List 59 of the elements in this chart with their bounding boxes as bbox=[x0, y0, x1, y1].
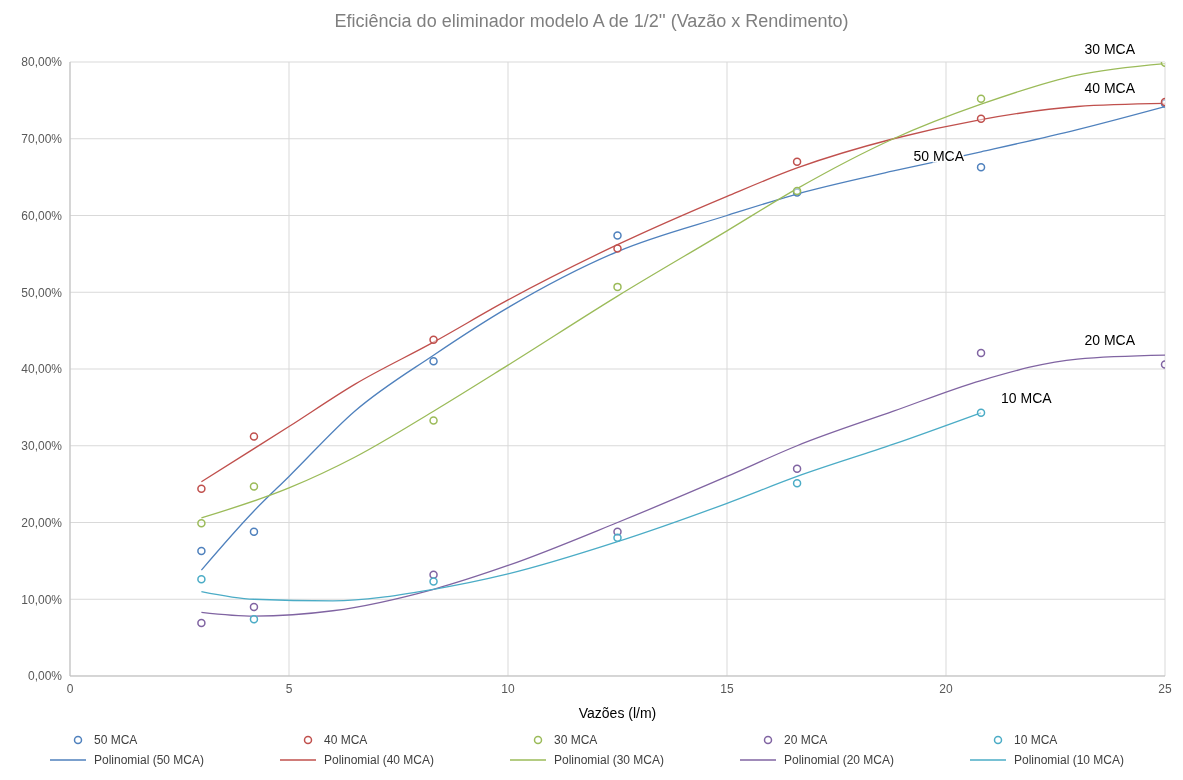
point bbox=[249, 482, 259, 491]
legend-label: Polinomial (20 MCA) bbox=[784, 753, 895, 767]
point bbox=[976, 114, 986, 124]
legend-label: Polinomial (30 MCA) bbox=[554, 753, 665, 767]
x-axis-title: Vazões (l/m) bbox=[578, 705, 657, 721]
point bbox=[249, 602, 259, 612]
point bbox=[197, 519, 206, 528]
legend-label: 30 MCA bbox=[554, 733, 598, 747]
y-tick-label: 10,00% bbox=[21, 592, 63, 607]
point bbox=[976, 94, 986, 104]
y-tick-label: 30,00% bbox=[21, 439, 63, 454]
point bbox=[197, 575, 206, 584]
x-tick-label: 0 bbox=[66, 681, 74, 696]
annotation: 10 MCA bbox=[1001, 389, 1053, 406]
point bbox=[613, 231, 622, 240]
x-tick-label: 15 bbox=[720, 681, 734, 696]
y-tick-label: 70,00% bbox=[21, 132, 63, 147]
point bbox=[197, 484, 206, 493]
point bbox=[429, 335, 438, 345]
point bbox=[976, 408, 986, 417]
point bbox=[249, 527, 259, 536]
point bbox=[429, 416, 438, 425]
legend-label: 10 MCA bbox=[1014, 733, 1058, 747]
legend-label: 40 MCA bbox=[324, 733, 368, 747]
y-tick-label: 60,00% bbox=[21, 208, 63, 223]
x-tick-label: 20 bbox=[939, 681, 953, 696]
chart-title: Eficiência do eliminador modelo A de 1/2'' (Vazão x Rendimento) bbox=[333, 10, 850, 33]
point bbox=[613, 282, 622, 292]
legend-label: Polinomial (10 MCA) bbox=[1014, 753, 1125, 767]
point bbox=[976, 348, 986, 358]
point bbox=[249, 432, 259, 441]
legend-label: Polinomial (50 MCA) bbox=[94, 753, 205, 767]
legend-label: 50 MCA bbox=[94, 733, 138, 747]
legend-label: 20 MCA bbox=[784, 733, 828, 747]
point bbox=[792, 464, 802, 474]
y-tick-label: 20,00% bbox=[21, 515, 63, 530]
legend-label: Polinomial (40 MCA) bbox=[324, 753, 435, 767]
point bbox=[792, 157, 802, 167]
point bbox=[429, 357, 438, 366]
y-tick-label: 0,00% bbox=[27, 669, 63, 684]
point bbox=[249, 614, 259, 624]
annotation: 50 MCA bbox=[913, 147, 965, 164]
x-tick-label: 10 bbox=[501, 681, 515, 696]
x-tick-label: 5 bbox=[285, 681, 293, 696]
annotation: 20 MCA bbox=[1084, 332, 1136, 349]
point bbox=[613, 244, 622, 253]
y-tick-label: 50,00% bbox=[21, 285, 63, 300]
point bbox=[197, 546, 206, 556]
point bbox=[429, 577, 438, 586]
annotation: 30 MCA bbox=[1084, 40, 1136, 57]
y-tick-label: 80,00% bbox=[21, 55, 63, 70]
x-tick-label: 25 bbox=[1158, 681, 1172, 696]
y-tick-label: 40,00% bbox=[21, 362, 63, 377]
point bbox=[429, 570, 438, 579]
point bbox=[197, 618, 206, 628]
annotation: 40 MCA bbox=[1084, 80, 1136, 97]
point bbox=[792, 479, 802, 488]
point bbox=[613, 533, 622, 543]
point bbox=[976, 162, 986, 172]
